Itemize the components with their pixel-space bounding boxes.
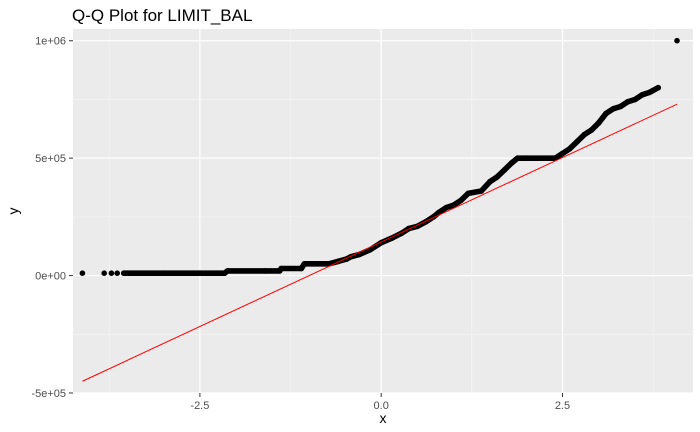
y-axis-ticks: -5e+05 0e+00 5e+05 1e+06 — [31, 36, 73, 400]
x-axis-title: x — [380, 410, 387, 426]
y-tick-label: 0e+00 — [35, 271, 66, 283]
reference-line-layer — [82, 103, 678, 382]
y-tick-label: 5e+05 — [35, 153, 66, 165]
x-tick-label: 0.0 — [374, 400, 389, 412]
data-point — [79, 270, 86, 277]
data-point — [101, 270, 107, 277]
y-tick-label: 1e+06 — [35, 36, 66, 48]
data-point — [108, 270, 115, 277]
chart-title: Q-Q Plot for LIMIT_BAL — [72, 6, 253, 25]
y-axis-title: y — [5, 208, 21, 215]
y-tick-label: -5e+05 — [31, 388, 66, 400]
x-tick-label: 2.5 — [555, 400, 570, 412]
plot-panel-background — [73, 29, 693, 393]
data-point-run — [121, 84, 661, 276]
qq-reference-line — [82, 103, 678, 382]
data-point — [674, 37, 680, 44]
x-axis-ticks: -2.5 0.0 2.5 — [190, 393, 570, 412]
data-point — [114, 270, 120, 277]
x-tick-label: -2.5 — [190, 400, 209, 412]
